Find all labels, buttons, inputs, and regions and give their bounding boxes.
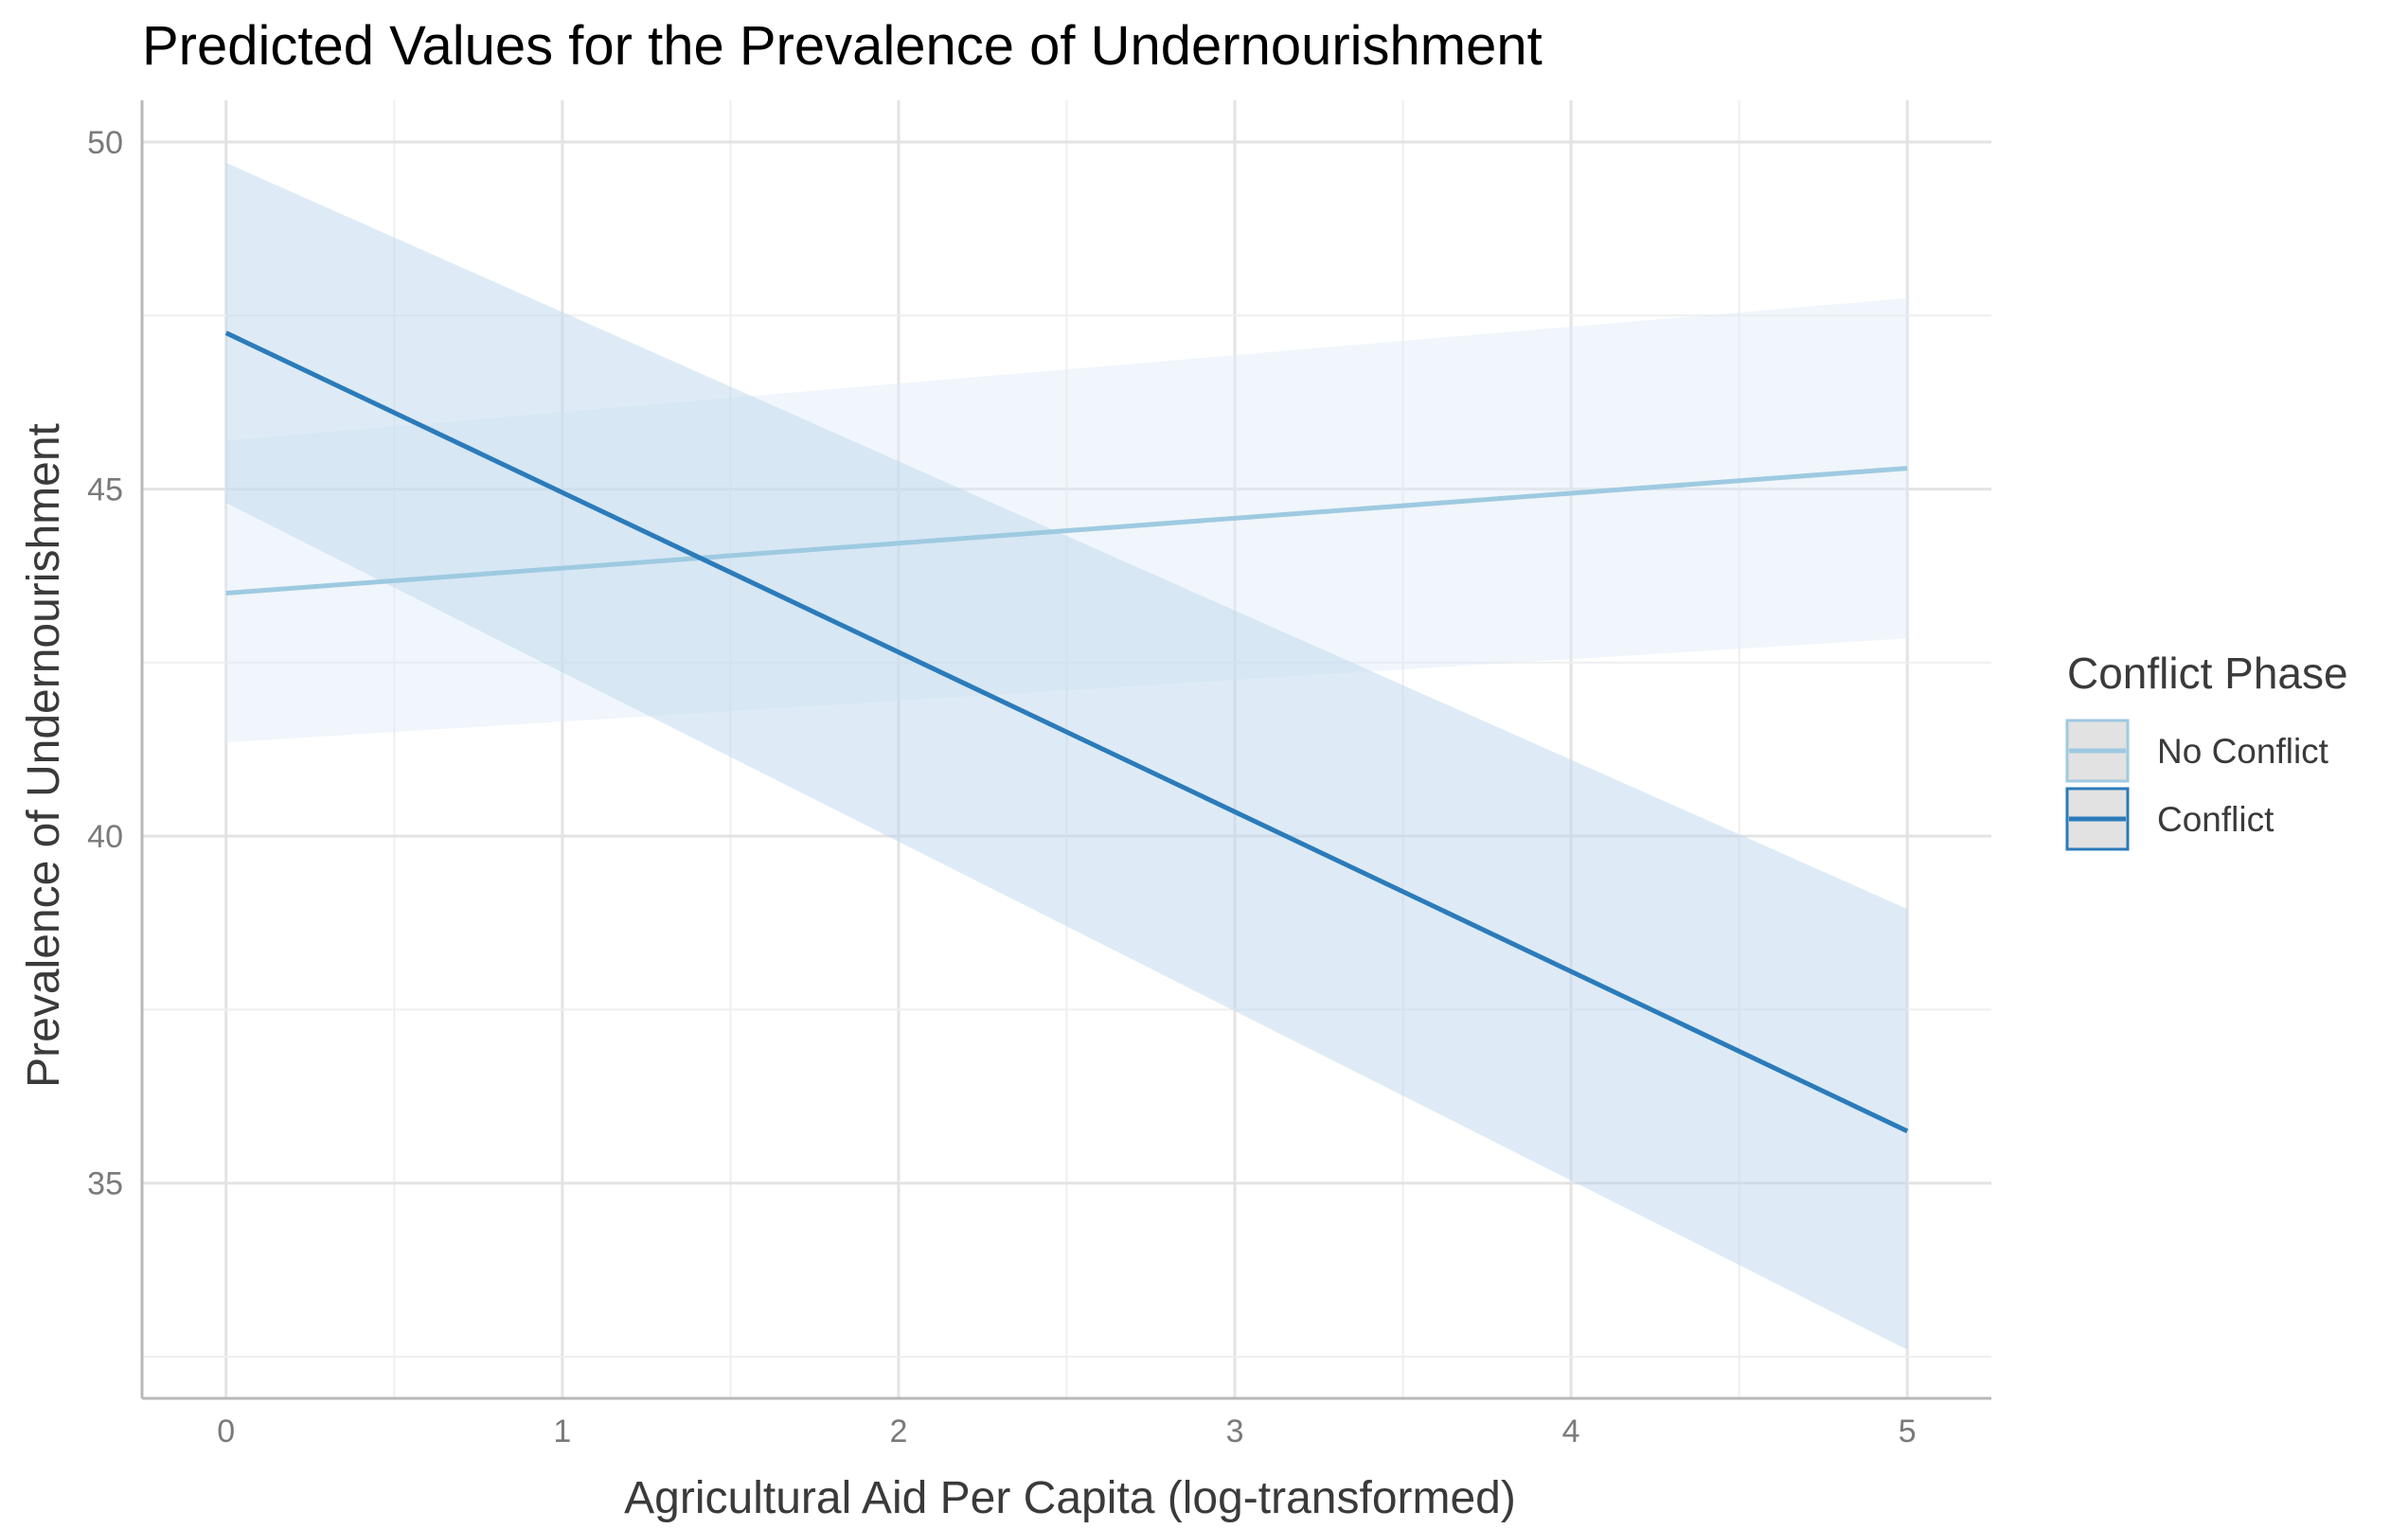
legend-label: No Conflict (2157, 732, 2329, 771)
legend: Conflict Phase No Conflict Conflict (2065, 649, 2348, 851)
confidence-ribbons (225, 162, 1908, 1350)
x-tick-label: 0 (217, 1413, 235, 1449)
chart-title: Predicted Values for the Prevalence of U… (142, 15, 1543, 77)
y-tick-label: 40 (87, 819, 123, 855)
x-tick-label: 1 (553, 1413, 571, 1449)
y-tick-label: 45 (87, 472, 123, 508)
series-line (224, 330, 1909, 1133)
axes (140, 100, 1991, 1400)
y-tick-label: 50 (87, 125, 123, 161)
legend-item: No Conflict (2065, 719, 2329, 783)
legend-item: Conflict (2065, 787, 2274, 851)
y-axis-title: Prevalence of Undernourishment (19, 423, 69, 1088)
x-tick-label: 2 (889, 1413, 907, 1449)
series-lines (224, 330, 1909, 1133)
legend-title: Conflict Phase (2067, 649, 2348, 698)
x-tick-label: 4 (1562, 1413, 1580, 1449)
legend-label: Conflict (2157, 800, 2274, 839)
x-tick-label: 3 (1226, 1413, 1244, 1449)
series-line (225, 466, 1908, 596)
x-tick-label: 5 (1899, 1413, 1917, 1449)
x-axis-title: Agricultural Aid Per Capita (log-transfo… (624, 1473, 1516, 1523)
legend-items: No Conflict Conflict (2065, 719, 2329, 851)
y-tick-label: 35 (87, 1166, 123, 1202)
confidence-ribbon (225, 162, 1908, 1350)
